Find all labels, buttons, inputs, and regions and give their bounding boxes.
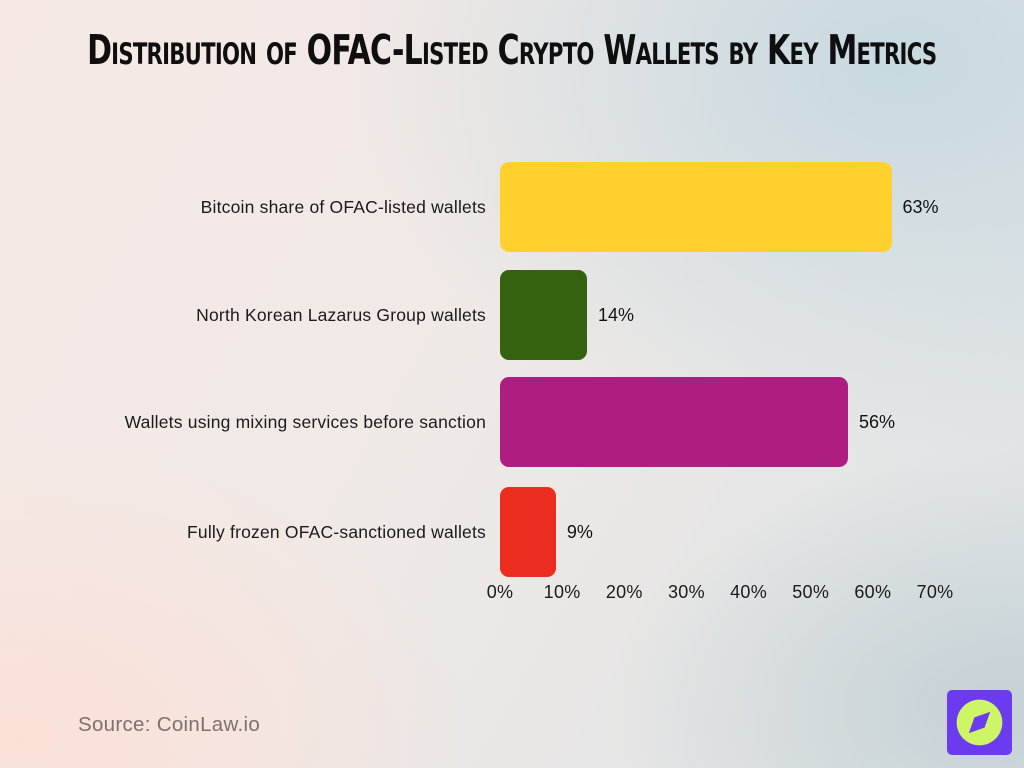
x-axis-tick: 70% bbox=[916, 582, 954, 602]
bar-chart: Bitcoin share of OFAC-listed wallets 63% N… bbox=[0, 162, 1024, 608]
x-axis-tick: 60% bbox=[854, 582, 892, 602]
category-label: Fully frozen OFAC-sanctioned wallets bbox=[187, 521, 486, 542]
x-axis-tick: 50% bbox=[792, 582, 830, 602]
category-label: North Korean Lazarus Group wallets bbox=[196, 304, 486, 325]
compass-needle-icon bbox=[968, 711, 991, 734]
bar-row: Fully frozen OFAC-sanctioned wallets 9% bbox=[0, 487, 1024, 577]
bar-row: Bitcoin share of OFAC-listed wallets 63% bbox=[0, 162, 1024, 252]
x-axis-tick: 30% bbox=[667, 582, 705, 602]
category-label: Wallets using mixing services before san… bbox=[124, 411, 486, 432]
value-label: 63% bbox=[902, 196, 939, 217]
x-axis-tick: 40% bbox=[730, 582, 768, 602]
bar-row: North Korean Lazarus Group wallets 14% bbox=[0, 270, 1024, 360]
bar-track: 63% bbox=[500, 162, 1024, 252]
coinlaw-compass-logo bbox=[947, 690, 1012, 755]
page-title-text: Distribution of OFAC-Listed Crypto Walle… bbox=[87, 26, 937, 74]
value-label: 14% bbox=[598, 304, 635, 325]
page-title: Distribution of OFAC-Listed Crypto Walle… bbox=[0, 28, 1024, 72]
bar bbox=[500, 377, 848, 467]
bar-row: Wallets using mixing services before san… bbox=[0, 377, 1024, 467]
source-attribution: Source: CoinLaw.io bbox=[78, 713, 261, 736]
bar bbox=[500, 162, 892, 252]
x-axis-tick: 0% bbox=[486, 582, 514, 602]
x-axis: 0% 10% 20% 30% 40% 50% 60% 70% bbox=[487, 582, 953, 608]
bar bbox=[500, 487, 556, 577]
value-label: 56% bbox=[859, 411, 896, 432]
value-label: 9% bbox=[566, 521, 593, 542]
bar-track: 14% bbox=[500, 270, 1024, 360]
bar bbox=[500, 270, 587, 360]
bar-track: 9% bbox=[500, 487, 1024, 577]
category-label: Bitcoin share of OFAC-listed wallets bbox=[200, 196, 486, 217]
x-axis-tick: 20% bbox=[605, 582, 643, 602]
bar-track: 56% bbox=[500, 377, 1024, 467]
x-axis-tick: 10% bbox=[543, 582, 581, 602]
